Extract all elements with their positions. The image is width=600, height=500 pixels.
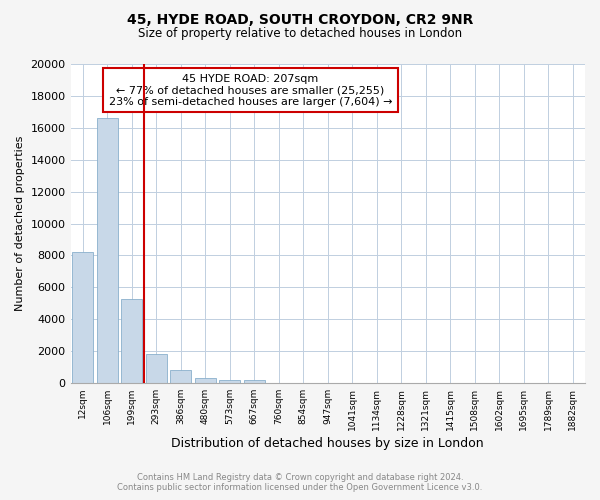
- Y-axis label: Number of detached properties: Number of detached properties: [15, 136, 25, 311]
- Bar: [97, 118, 118, 383]
- Text: 45, HYDE ROAD, SOUTH CROYDON, CR2 9NR: 45, HYDE ROAD, SOUTH CROYDON, CR2 9NR: [127, 12, 473, 26]
- Bar: [220, 380, 240, 383]
- Bar: [170, 370, 191, 383]
- Bar: [121, 298, 142, 383]
- Bar: [146, 354, 167, 383]
- Bar: [195, 378, 215, 383]
- Bar: [244, 380, 265, 383]
- X-axis label: Distribution of detached houses by size in London: Distribution of detached houses by size …: [172, 437, 484, 450]
- Text: 45 HYDE ROAD: 207sqm
← 77% of detached houses are smaller (25,255)
23% of semi-d: 45 HYDE ROAD: 207sqm ← 77% of detached h…: [109, 74, 392, 107]
- Text: Contains HM Land Registry data © Crown copyright and database right 2024.
Contai: Contains HM Land Registry data © Crown c…: [118, 473, 482, 492]
- Bar: [73, 252, 93, 383]
- Text: Size of property relative to detached houses in London: Size of property relative to detached ho…: [138, 28, 462, 40]
